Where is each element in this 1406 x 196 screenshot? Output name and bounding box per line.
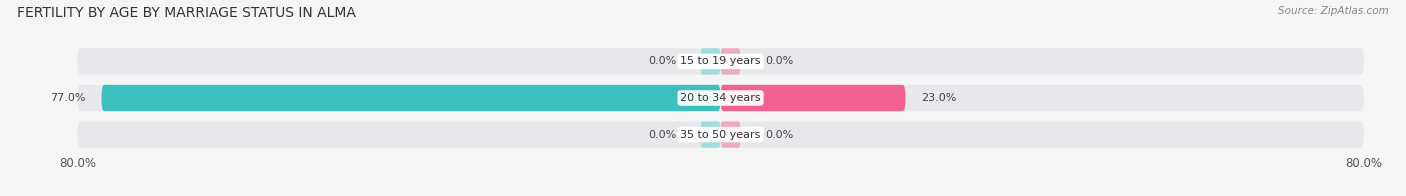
FancyBboxPatch shape: [721, 85, 905, 111]
FancyBboxPatch shape: [77, 121, 1364, 148]
Text: 20 to 34 years: 20 to 34 years: [681, 93, 761, 103]
FancyBboxPatch shape: [721, 121, 741, 148]
FancyBboxPatch shape: [721, 48, 741, 75]
Text: 0.0%: 0.0%: [648, 130, 676, 140]
FancyBboxPatch shape: [700, 121, 721, 148]
Text: FERTILITY BY AGE BY MARRIAGE STATUS IN ALMA: FERTILITY BY AGE BY MARRIAGE STATUS IN A…: [17, 6, 356, 20]
Text: 0.0%: 0.0%: [765, 56, 793, 66]
Text: 35 to 50 years: 35 to 50 years: [681, 130, 761, 140]
FancyBboxPatch shape: [77, 85, 1364, 111]
FancyBboxPatch shape: [77, 48, 1364, 75]
Text: Source: ZipAtlas.com: Source: ZipAtlas.com: [1278, 6, 1389, 16]
FancyBboxPatch shape: [700, 48, 721, 75]
Text: 23.0%: 23.0%: [921, 93, 957, 103]
Text: 77.0%: 77.0%: [49, 93, 86, 103]
Text: 0.0%: 0.0%: [648, 56, 676, 66]
Text: 15 to 19 years: 15 to 19 years: [681, 56, 761, 66]
FancyBboxPatch shape: [101, 85, 721, 111]
Text: 0.0%: 0.0%: [765, 130, 793, 140]
Legend: Married, Unmarried: Married, Unmarried: [641, 193, 800, 196]
